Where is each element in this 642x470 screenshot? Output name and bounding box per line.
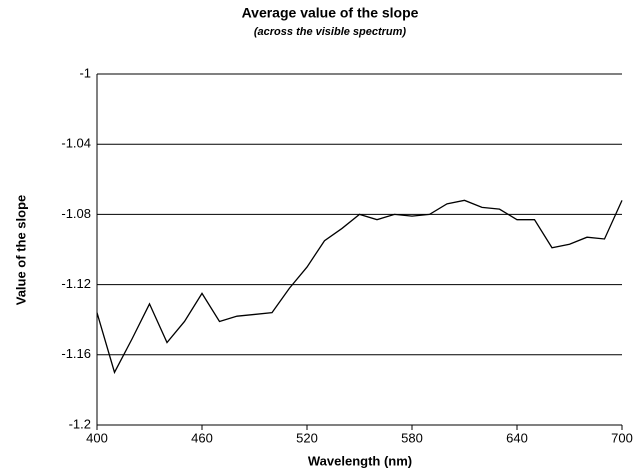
y-tick-label: -1.16 xyxy=(61,346,91,361)
x-tick-label: 520 xyxy=(296,430,318,445)
y-tick-label: -1 xyxy=(79,65,91,80)
y-tick-label: -1.2 xyxy=(69,416,91,431)
y-tick-label: -1.12 xyxy=(61,276,91,291)
data-line xyxy=(96,199,623,375)
y-axis-label: Value of the slope xyxy=(13,195,28,306)
chart-subtitle: (across the visible spectrum) xyxy=(254,26,407,38)
x-tick-label: 640 xyxy=(506,430,528,445)
x-axis-label: Wavelength (nm) xyxy=(308,453,412,468)
y-tick-label: -1.08 xyxy=(61,206,91,221)
chart-title: Average value of the slope xyxy=(242,5,419,21)
x-tick-label: 580 xyxy=(401,430,423,445)
x-tick-label: 460 xyxy=(191,430,213,445)
x-tick-label: 700 xyxy=(611,430,633,445)
y-tick-label: -1.04 xyxy=(61,136,91,151)
x-tick-label: 400 xyxy=(86,430,108,445)
